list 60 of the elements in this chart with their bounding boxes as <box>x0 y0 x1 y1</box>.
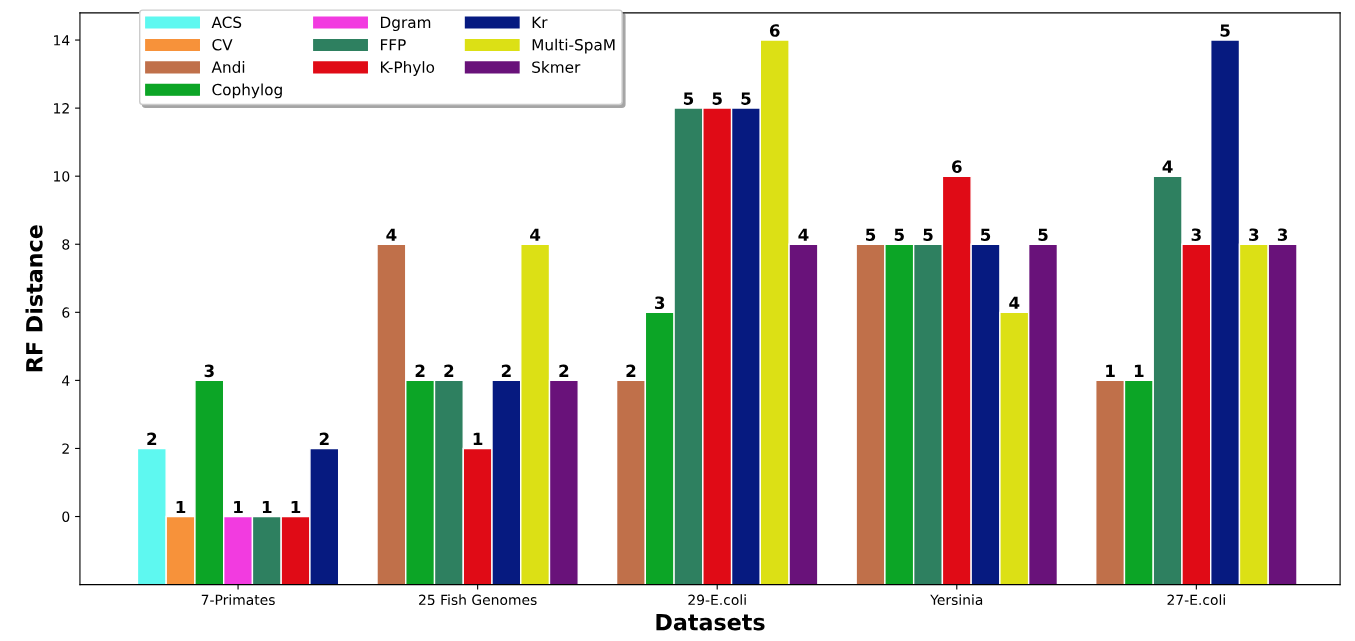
x-tick-label: 7-Primates <box>201 594 275 606</box>
annotation: 3 <box>1249 228 1259 242</box>
legend-label: CV <box>212 38 233 51</box>
y-tick-label: 14 <box>54 35 70 46</box>
y-tick-label: 10 <box>54 171 70 182</box>
x-tick-label: Yersinia <box>930 594 983 606</box>
x-tick-label: 27-E.coli <box>1167 594 1225 606</box>
annotation: 1 <box>473 432 483 445</box>
annotation: 5 <box>712 92 722 105</box>
annotation: 5 <box>683 92 694 105</box>
annotation: 5 <box>1038 228 1048 242</box>
annotation: 5 <box>923 228 933 242</box>
legend-label: Multi-SpaM <box>532 38 615 54</box>
x-axis-title: Datasets <box>656 614 765 631</box>
y-tick-label: 12 <box>54 103 69 114</box>
x-tick-label: 25 Fish Genomes <box>419 594 537 606</box>
x-tick-label: 29-E.coli <box>688 594 746 606</box>
y-tick-label: 0 <box>62 511 70 522</box>
annotation: 2 <box>626 364 636 377</box>
annotation: 1 <box>1134 364 1144 377</box>
y-tick-label: 6 <box>62 307 70 318</box>
legend-label: K-Phylo <box>380 61 435 76</box>
annotation: 3 <box>1277 228 1288 242</box>
annotation: 4 <box>530 228 541 241</box>
legend-label: ACS <box>211 16 242 29</box>
y-tick-label: 8 <box>62 239 70 250</box>
annotation: 3 <box>204 364 214 378</box>
y-tick-label: 4 <box>62 375 70 386</box>
annotation: 5 <box>1220 24 1230 37</box>
annotation: 1 <box>1106 364 1115 377</box>
annotation: 2 <box>501 364 511 377</box>
y-tick-label: 2 <box>62 443 69 454</box>
legend-label: Kr <box>532 16 548 28</box>
legend-label: Andi <box>211 61 245 73</box>
annotation: 1 <box>234 500 243 514</box>
annotation: 2 <box>415 364 425 377</box>
annotation: 5 <box>894 228 904 242</box>
legend-label: Dgram <box>380 16 431 32</box>
annotation: 3 <box>655 296 665 310</box>
annotation: 6 <box>769 24 780 37</box>
annotation: 5 <box>741 92 751 105</box>
y-axis-title: RF Distance <box>25 225 43 372</box>
annotation: 4 <box>798 228 809 241</box>
annotation: 2 <box>319 432 329 445</box>
legend-label: Cophylog <box>212 83 282 99</box>
annotation: 1 <box>176 500 186 514</box>
annotation: 2 <box>559 364 569 377</box>
annotation: 1 <box>262 500 272 514</box>
annotation: 5 <box>866 228 876 242</box>
legend-label: FFP <box>380 39 406 51</box>
annotation: 3 <box>1191 228 1201 242</box>
annotation: 4 <box>1009 296 1020 309</box>
annotation: 4 <box>386 228 397 241</box>
annotation: 5 <box>981 228 991 242</box>
annotation: 2 <box>147 432 157 445</box>
annotation: 1 <box>291 500 301 514</box>
annotation: 6 <box>952 160 962 173</box>
annotation: 4 <box>1162 160 1173 173</box>
annotation: 2 <box>444 364 454 377</box>
legend-label: Skmer <box>532 61 581 73</box>
